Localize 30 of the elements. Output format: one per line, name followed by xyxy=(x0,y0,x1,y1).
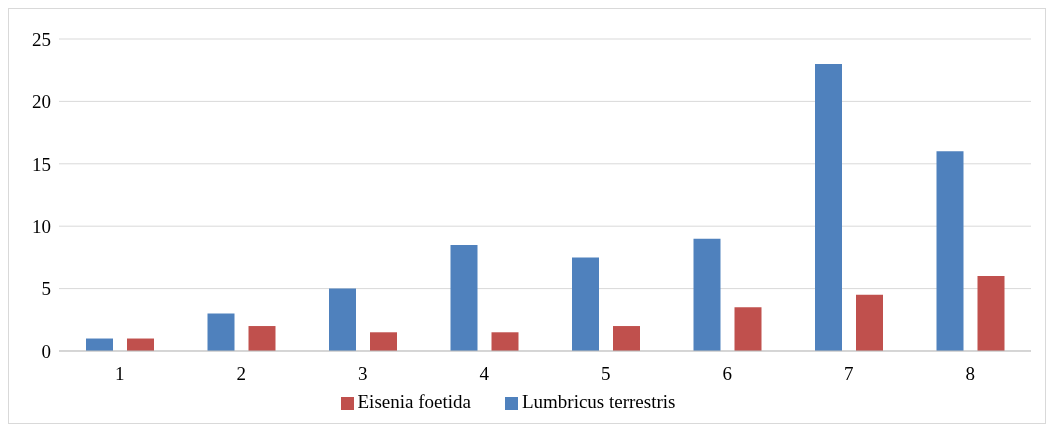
x-tick-label: 2 xyxy=(236,363,246,385)
bar xyxy=(936,151,964,351)
bar xyxy=(450,244,478,351)
bar xyxy=(977,276,1005,351)
x-tick-label: 5 xyxy=(601,363,611,385)
x-tick-label: 7 xyxy=(844,363,854,385)
bar xyxy=(693,238,721,351)
bar xyxy=(491,332,519,351)
bar xyxy=(207,313,235,351)
bar xyxy=(329,288,356,351)
bar xyxy=(734,307,762,351)
bar xyxy=(856,294,883,351)
bar xyxy=(815,63,842,351)
x-tick-label: 1 xyxy=(115,363,125,385)
y-tick-label: 25 xyxy=(32,28,51,50)
y-tick-label: 15 xyxy=(32,153,51,175)
bar xyxy=(613,326,640,351)
legend-label: Lumbricus terrestris xyxy=(521,391,676,412)
bar xyxy=(370,332,397,351)
y-tick-label: 5 xyxy=(41,278,51,300)
y-tick-label: 10 xyxy=(32,215,51,237)
x-tick-label: 8 xyxy=(965,363,975,385)
x-tick-label: 6 xyxy=(722,363,732,385)
bar xyxy=(248,326,276,351)
legend-label: Eisenia foetida xyxy=(357,391,471,412)
y-tick-label: 0 xyxy=(41,340,51,362)
x-tick-label: 4 xyxy=(479,363,490,385)
bar xyxy=(572,257,599,351)
y-tick-label: 20 xyxy=(32,91,51,113)
x-tick-label: 3 xyxy=(358,363,368,385)
